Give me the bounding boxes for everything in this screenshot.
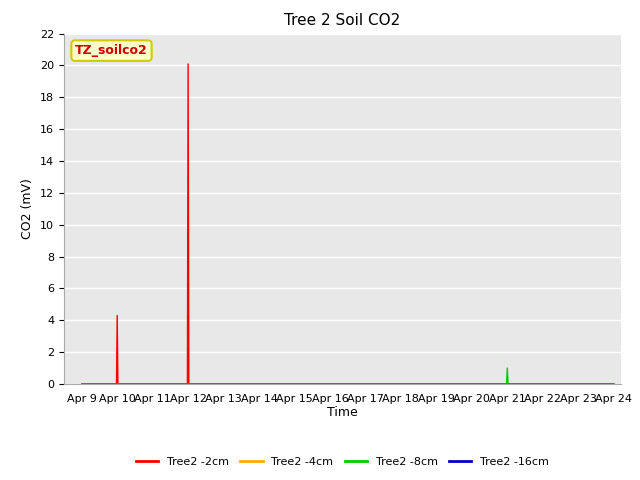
Tree2 -8cm [504, 381, 512, 387]
Tree2 -2cm [184, 61, 192, 67]
Tree2 -2cm [184, 381, 191, 387]
Tree2 -2cm [113, 381, 120, 387]
Tree2 -2cm [113, 312, 121, 318]
Tree2 -8cm [503, 381, 511, 387]
Tree2 -2cm [185, 381, 193, 387]
X-axis label: Time: Time [327, 407, 358, 420]
Legend: Tree2 -2cm, Tree2 -4cm, Tree2 -8cm, Tree2 -16cm: Tree2 -2cm, Tree2 -4cm, Tree2 -8cm, Tree… [132, 453, 553, 471]
Tree2 -2cm [113, 381, 120, 387]
Tree2 -2cm [114, 381, 122, 387]
Tree2 -2cm [78, 381, 86, 387]
Text: TZ_soilco2: TZ_soilco2 [75, 44, 148, 57]
Tree2 -8cm [78, 381, 86, 387]
Tree2 -2cm [610, 381, 618, 387]
Line: Tree2 -2cm: Tree2 -2cm [82, 64, 614, 384]
Line: Tree2 -8cm: Tree2 -8cm [82, 368, 614, 384]
Tree2 -8cm [504, 365, 511, 371]
Y-axis label: CO2 (mV): CO2 (mV) [22, 179, 35, 239]
Title: Tree 2 Soil CO2: Tree 2 Soil CO2 [284, 13, 401, 28]
Tree2 -8cm [610, 381, 618, 387]
